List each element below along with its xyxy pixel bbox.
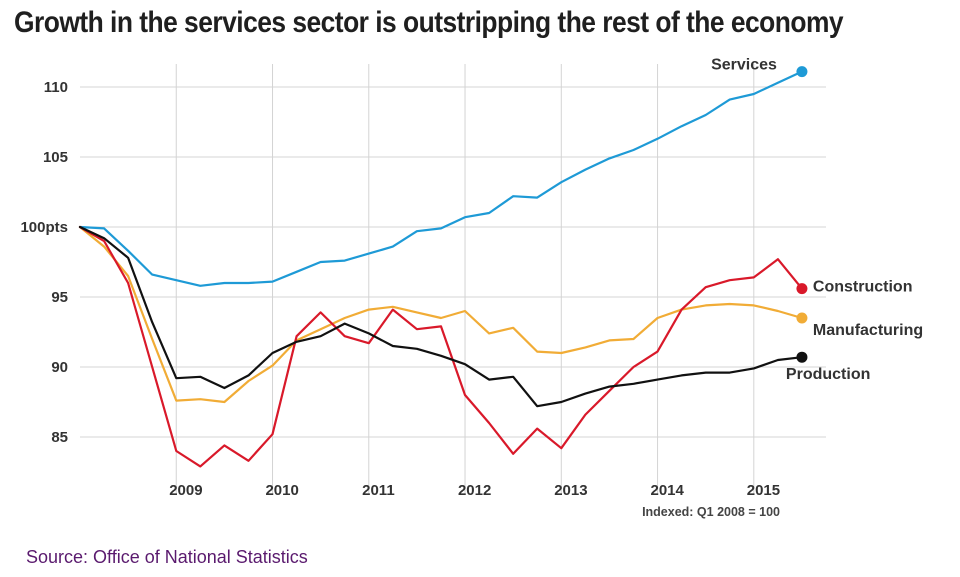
- series-labels: Services Construction Manufacturing Product…: [711, 57, 923, 384]
- x-tick-label: 2015: [747, 482, 780, 499]
- series-line-manufacturing: [78, 225, 804, 404]
- x-tick-label: 2012: [458, 482, 491, 499]
- y-axis-tick-labels: 85 90 95 100pts 105 110: [20, 79, 68, 446]
- y-tick-label: 100pts: [20, 219, 68, 236]
- end-marker-construction: [796, 283, 808, 295]
- x-axis-tick-labels: 2009 2010 2011 2012 2013 2014 2015: [169, 482, 780, 499]
- end-marker-production: [796, 351, 808, 363]
- x-tick-label: 2009: [169, 482, 202, 499]
- y-tick-label: 85: [51, 429, 68, 446]
- y-tick-label: 95: [51, 289, 68, 306]
- series-lines: [78, 70, 804, 468]
- chart-title: Growth in the services sector is outstri…: [14, 6, 844, 39]
- series-line-production: [78, 225, 804, 408]
- y-tick-label: 105: [43, 149, 68, 166]
- end-marker-services: [796, 66, 808, 78]
- series-label-manufacturing: Manufacturing: [813, 322, 923, 339]
- end-marker-manufacturing: [796, 312, 808, 324]
- series-label-construction: Construction: [813, 279, 913, 296]
- y-tick-label: 110: [44, 79, 68, 96]
- x-grid-lines: [175, 64, 755, 494]
- source-credit: Source: Office of National Statistics: [26, 547, 308, 567]
- series-line-construction: [78, 225, 804, 468]
- index-note: Indexed: Q1 2008 = 100: [642, 505, 780, 519]
- series-line-services: [78, 70, 804, 287]
- x-tick-label: 2011: [362, 482, 395, 499]
- x-tick-label: 2014: [650, 482, 684, 499]
- series-label-services: Services: [711, 57, 777, 74]
- y-tick-label: 90: [51, 359, 68, 376]
- series-end-markers: [796, 66, 808, 363]
- series-label-production: Production: [786, 366, 870, 383]
- x-tick-label: 2010: [265, 482, 298, 499]
- y-grid-lines: [80, 86, 826, 438]
- x-tick-label: 2013: [554, 482, 587, 499]
